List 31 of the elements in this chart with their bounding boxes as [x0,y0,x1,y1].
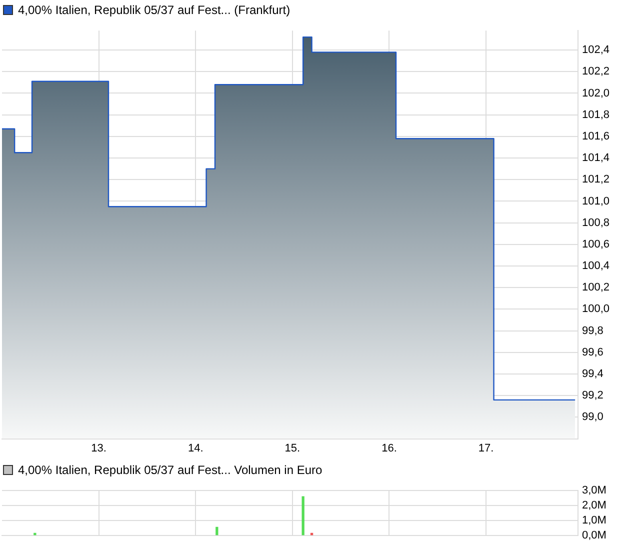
bar [216,526,218,536]
y-tick-label: 99,2 [582,390,604,402]
legend-label: 4,00% Italien, Republik 05/37 auf Fest... (Frankfurt) [18,3,290,17]
y-tick-label: 101,6 [582,130,610,142]
y-tick-label: 99,6 [582,346,604,358]
y-tick-label: 1,0M [582,514,606,526]
y-tick-label: 101,2 [582,174,610,186]
y-tick-label: 102,4 [582,44,610,56]
x-tick-label: 16. [382,442,397,454]
y-tick-label: 101,8 [582,108,610,121]
y-tick-label: 100,2 [582,282,610,294]
text: 4,00% Italien, Republik 05/37 auf Fest... Volumen in Euro [18,463,322,477]
x-tick-label: 17. [478,442,494,454]
x-tick-label: 14. [188,442,204,454]
y-tick-label: 0,0M [582,529,606,542]
y-tick-label: 99,4 [582,368,604,380]
y-tick-label: 101,4 [582,152,610,164]
y-tick-label: 99,8 [582,324,604,337]
y-tick-label: 100,4 [582,260,610,272]
bar [302,496,304,536]
y-tick-label: 99,0 [582,411,604,424]
y-tick-label: 100,0 [582,303,610,316]
y-tick-label: 2,0M [582,500,606,512]
x-tick-label: 15. [284,442,300,454]
x-tick-label: 13. [91,442,106,454]
y-tick-label: 101,0 [582,195,610,208]
y-tick-label: 102,0 [582,87,610,100]
y-tick-label: 100,6 [582,238,610,250]
y-tick-label: 3,0M [582,484,606,497]
y-tick-label: 100,8 [582,216,610,229]
y-tick-label: 102,2 [582,66,610,78]
